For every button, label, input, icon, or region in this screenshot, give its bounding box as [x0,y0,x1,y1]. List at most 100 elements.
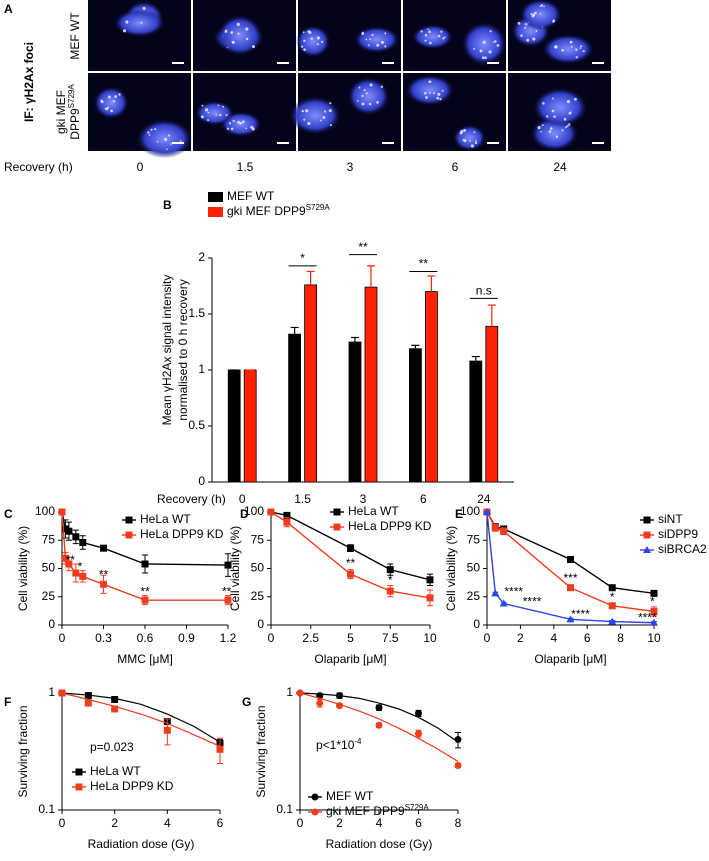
focus [496,44,500,47]
x-tick-label: 6 [415,816,422,830]
focus [329,124,332,127]
x-tick-label: 0.3 [95,631,112,645]
significance-label: ** [140,584,150,598]
focus [462,138,465,141]
focus [551,97,554,100]
focus [179,140,182,143]
focus [376,101,379,104]
marker [386,566,394,574]
legend-label: siBRCA2 [658,542,707,556]
focus [423,91,427,95]
significance-label: * [610,590,615,604]
focus [237,120,241,124]
focus [542,102,545,105]
marker [643,531,651,539]
focus [301,109,304,113]
marker [333,508,341,516]
focus [231,40,235,44]
x-tick-label: 0 [239,492,246,506]
legend-swatch [208,207,223,217]
marker [58,689,66,697]
x-tick-label: 0.6 [137,631,154,645]
y-tick-label: 25 [42,589,56,603]
focus [245,127,248,130]
y-tick-label: 0.5 [188,418,205,432]
focus [225,113,228,116]
y-tick-label: 50 [42,561,56,575]
y-tick-label: 0 [198,474,205,488]
marker [58,508,66,516]
error-bar [290,326,299,335]
focus [316,43,319,46]
focus [469,139,472,142]
bar [348,341,362,483]
legend-label-sup: S729A [306,203,331,212]
focus [420,30,423,33]
focus [488,50,492,54]
panel-label: D [240,507,249,521]
focus [517,21,521,25]
marker [311,808,319,816]
marker [311,793,319,801]
focus [441,89,444,92]
x-tick-label: 1.2 [220,631,237,645]
focus [156,140,159,143]
focus [437,92,441,96]
nucleus [461,22,507,66]
legend-label-main: HeLa WT [348,504,399,518]
focus [245,37,249,41]
focus [541,124,544,127]
error-bar [367,265,375,288]
panel-label: A [4,2,13,16]
focus [473,47,476,50]
x-tick-label: 10 [647,631,661,645]
marker [100,580,107,588]
focus [554,45,558,49]
focus [428,91,431,94]
focus [307,121,311,126]
x-tick-label: 6 [217,816,224,830]
x-tick-label: 0 [268,631,275,645]
y-tick-label: 100 [244,504,264,518]
y-tick-label: 25 [251,589,265,603]
focus [201,104,204,107]
stain-label: IF: γH2Ax foci [22,42,36,122]
y-tick-label: 2 [198,250,205,264]
focus [140,21,143,24]
stat-note-main: p<1*10 [316,738,355,752]
significance-label: **** [504,584,523,598]
legend-label-main: siNT [658,512,683,526]
focus [205,108,209,112]
marker [386,587,394,595]
x-tick-label: 2 [111,816,118,830]
focus [237,32,240,35]
x-tick-label: 2.5 [302,631,319,645]
focus [384,45,387,48]
bar [364,286,378,483]
marker [336,702,343,710]
legend-label-main: HeLa DPP9 KD [140,527,224,541]
legend-label: HeLa WT [90,764,141,778]
focus [481,56,485,60]
nucleus [354,26,400,53]
focus [551,109,555,113]
legend-label-main: gki MEF DPP9 [227,204,306,218]
panel-label: B [163,198,172,212]
column-label: 1.5 [237,160,254,174]
y-tick-label: 0.1 [38,802,55,816]
y-axis-label: Surviving fraction [16,705,30,797]
x-tick-label: 4 [376,816,383,830]
x-tick-label: 0 [59,816,66,830]
focus [369,38,372,41]
focus [566,100,570,104]
panel-label: E [455,507,463,521]
stat-note: p<1*10-4 [316,737,362,753]
focus [361,94,364,98]
marker [491,589,500,597]
nucleus [532,87,588,127]
marker [72,533,80,541]
focus [300,45,304,48]
focus [307,30,310,33]
x-tick-label: 8 [617,631,624,645]
focus [328,109,332,113]
